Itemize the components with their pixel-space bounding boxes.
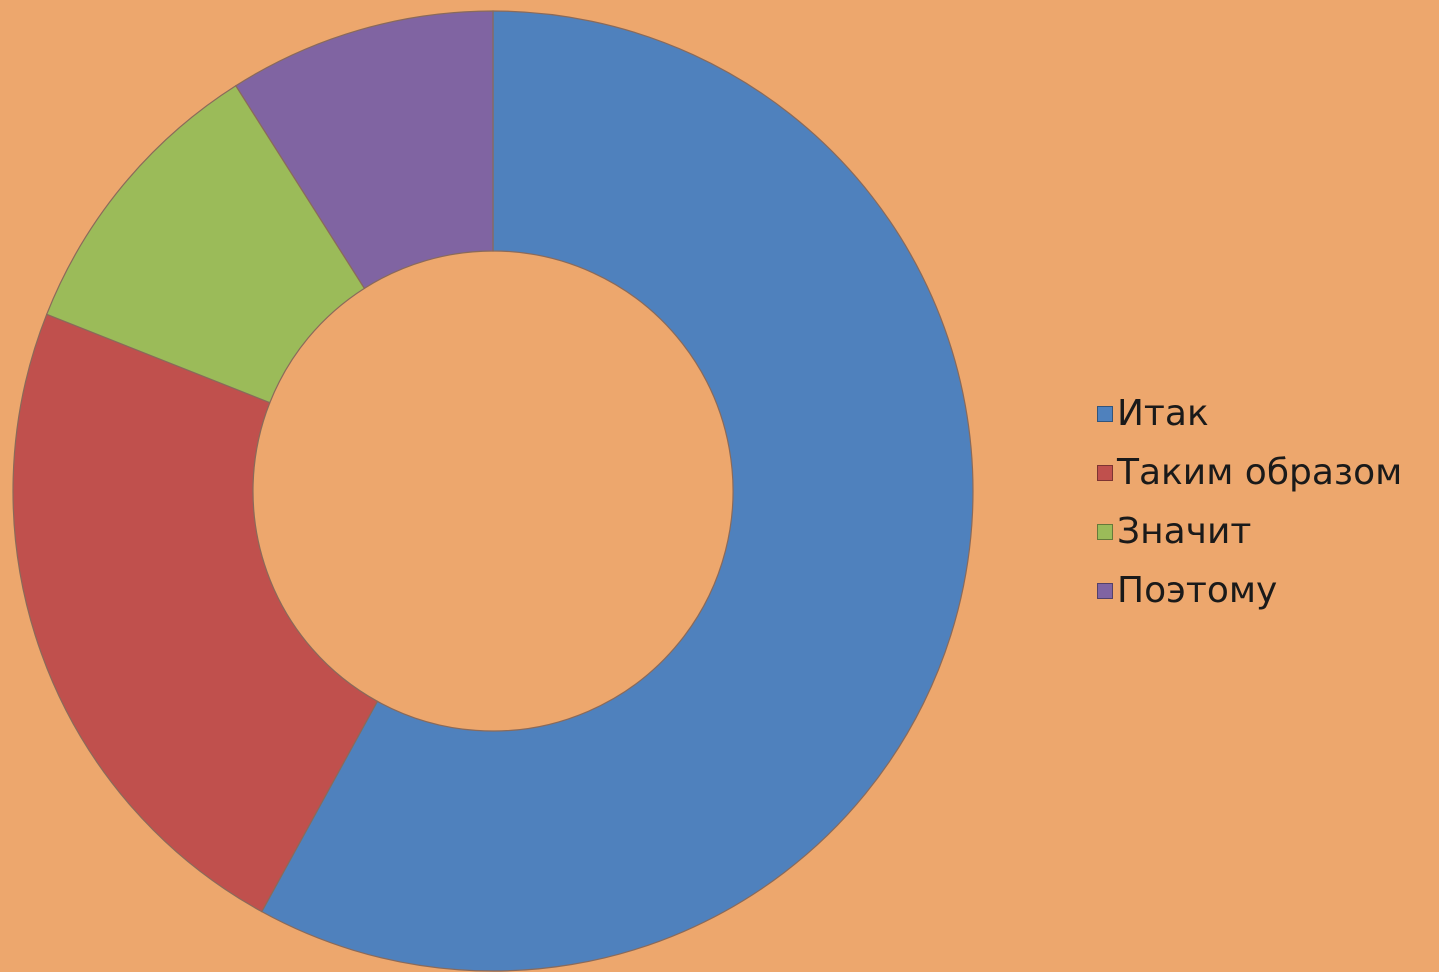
legend-swatch-znachit xyxy=(1097,523,1113,540)
legend-swatch-poetomu xyxy=(1097,582,1113,599)
legend-swatch-takim-obrazom xyxy=(1097,464,1113,481)
slice-значит xyxy=(45,84,366,404)
slices-group xyxy=(12,10,974,972)
legend-swatch-itak xyxy=(1097,405,1113,422)
legend-label-znachit: Значит xyxy=(1117,510,1252,552)
slice-итак xyxy=(260,10,974,972)
legend-label-itak: Итак xyxy=(1117,392,1209,434)
slice-поэтому xyxy=(234,10,494,290)
legend-item-itak: Итак xyxy=(1097,384,1402,443)
legend-item-takim-obrazom: Таким образом xyxy=(1097,443,1402,502)
legend-label-takim-obrazom: Таким образом xyxy=(1117,451,1403,493)
legend-item-znachit: Значит xyxy=(1097,502,1402,561)
slice-таким-образом xyxy=(12,313,379,913)
legend: Итак Таким образом Значит Поэтому xyxy=(1097,384,1402,620)
legend-label-poetomu: Поэтому xyxy=(1117,569,1278,611)
legend-item-poetomu: Поэтому xyxy=(1097,561,1402,620)
